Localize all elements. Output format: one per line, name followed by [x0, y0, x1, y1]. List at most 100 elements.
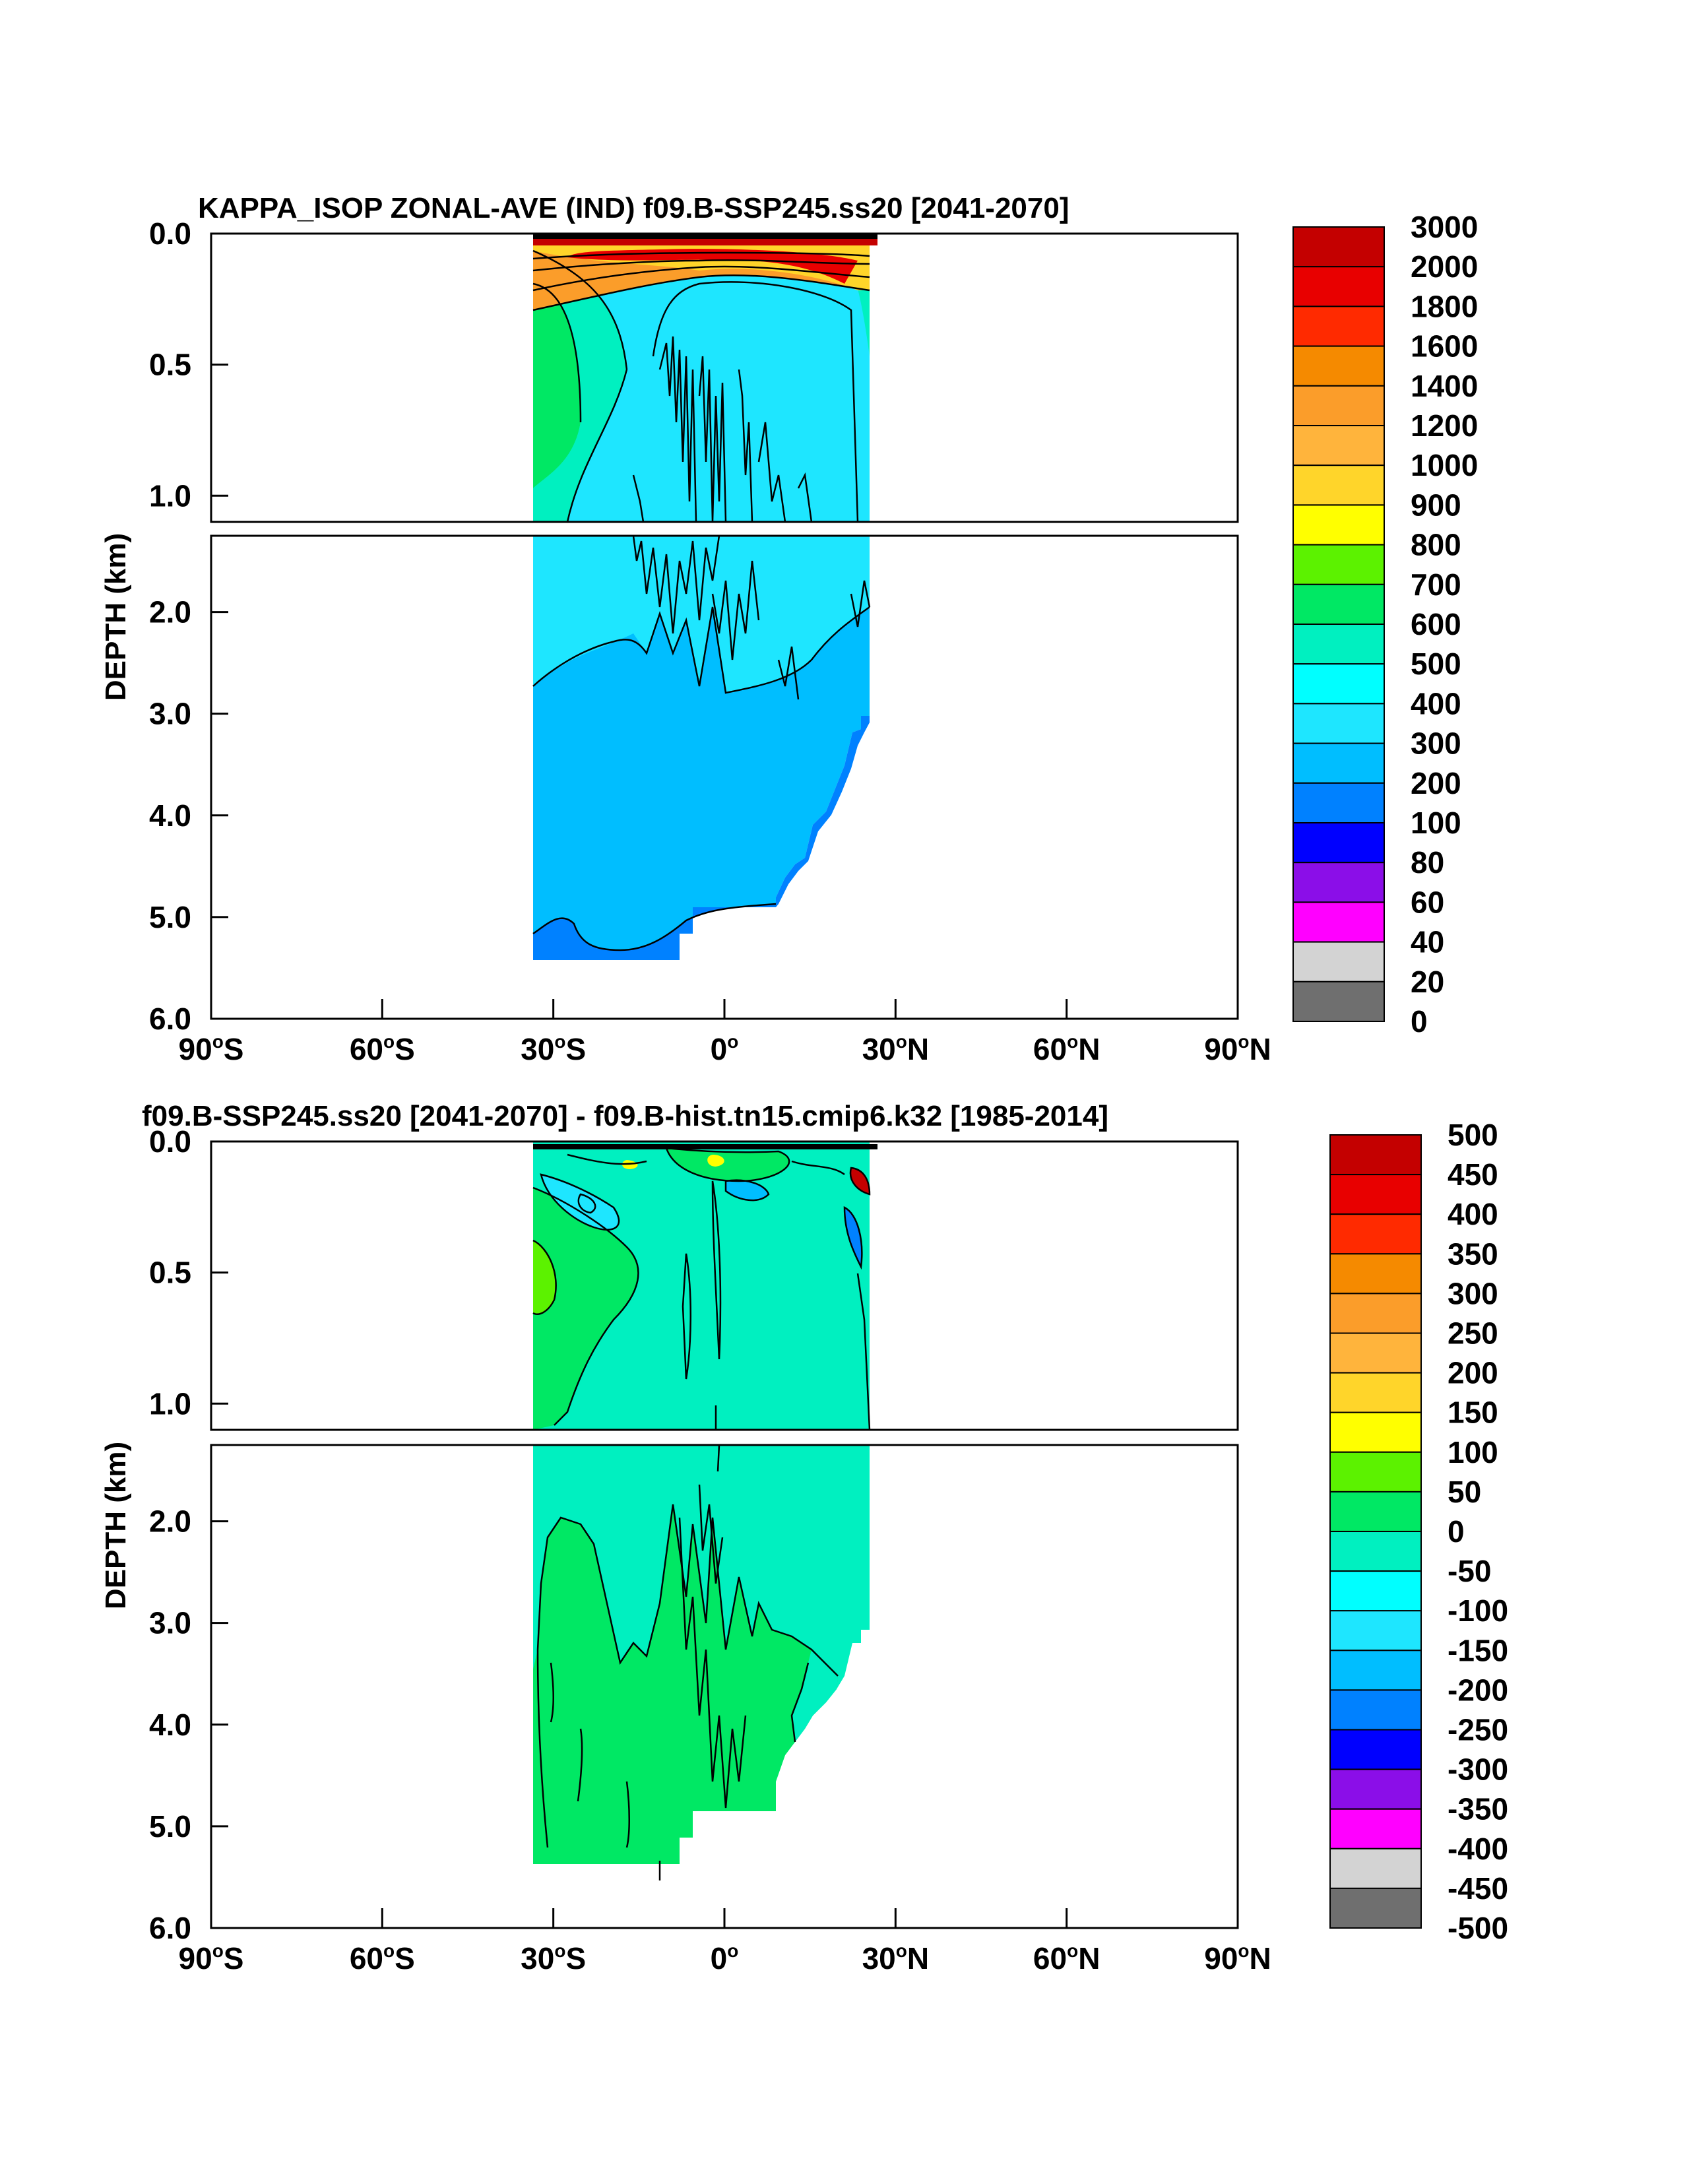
colorbar-a: 3000200018001600140012001000900800700600… [1292, 210, 1478, 1039]
colorbar-box [1329, 1847, 1422, 1889]
x-tick-label: 60oN [1033, 1031, 1100, 1066]
panel-b-title: f09.B-SSP245.ss20 [2041-2070] - f09.B-hi… [142, 1100, 1108, 1132]
panel-b-xticks: 90oS 60oS 30oS 0o 30oN 60oN 90oN [179, 1908, 1271, 1975]
colorbar-box [1292, 305, 1385, 347]
colorbar-label: 0 [1448, 1514, 1465, 1549]
colorbar-label: 1000 [1411, 448, 1478, 482]
colorbar-box [1292, 583, 1385, 625]
panel-b-lower-field [533, 1445, 870, 1880]
colorbar-label: 60 [1411, 885, 1444, 919]
colorbar-label: -400 [1448, 1832, 1508, 1866]
colorbar-box [1292, 980, 1385, 1023]
field-a-upper-yellow [533, 234, 870, 290]
field-b-upper-top-band [533, 1144, 877, 1149]
colorbar-label: 2000 [1411, 249, 1478, 284]
x-tick-label: 60oN [1033, 1941, 1100, 1975]
field-b-upper-east-red [850, 1168, 870, 1194]
x-tick-label: 90oS [179, 1031, 244, 1066]
colorbar-box [1329, 1650, 1422, 1691]
field-b-upper-east-blue [844, 1207, 862, 1267]
colorbar-label: 450 [1448, 1157, 1498, 1192]
panel-b-yticks: 0.0 0.5 1.0 2.0 3.0 4.0 5.0 6.0 [149, 1124, 228, 1945]
contours-b-lower [536, 1445, 839, 1880]
y-tick-label: 1.0 [149, 1386, 191, 1421]
panel-b-ylabel: DEPTH (km) [100, 1442, 132, 1609]
y-tick-label: 2.0 [149, 1504, 191, 1539]
panel-a-upper-field [532, 234, 877, 522]
colorbar-box [1292, 822, 1385, 864]
colorbar-box [1329, 1729, 1422, 1770]
colorbar-label: 100 [1411, 806, 1461, 840]
colorbar-label: 400 [1411, 686, 1461, 721]
contours-a-lower [532, 536, 871, 951]
y-tick-label: 0.5 [149, 348, 191, 382]
panel-a-yticks: 0.0 0.5 1.0 2.0 3.0 4.0 5.0 6.0 [149, 216, 228, 1036]
colorbar-box [1329, 1134, 1422, 1176]
colorbar-label: 400 [1448, 1197, 1498, 1231]
colorbar-box [1292, 742, 1385, 784]
y-tick-label: 6.0 [149, 1002, 191, 1036]
panel-a-lower-field [532, 536, 871, 960]
colorbar-box [1292, 266, 1385, 307]
colorbar-box [1292, 465, 1385, 506]
colorbar-box [1292, 624, 1385, 665]
field-b-upper-mid-green [666, 1148, 790, 1181]
colorbar-box [1329, 1332, 1422, 1374]
colorbar-label: 500 [1448, 1118, 1498, 1152]
colorbar-box [1292, 862, 1385, 903]
colorbar-label: -450 [1448, 1871, 1508, 1906]
colorbar-label: -500 [1448, 1911, 1508, 1945]
y-tick-label: 5.0 [149, 1809, 191, 1844]
colorbar-label: 300 [1411, 726, 1461, 761]
colorbar-box [1292, 425, 1385, 466]
x-tick-label: 30oN [862, 1031, 930, 1066]
panel-a-ylabel: DEPTH (km) [100, 533, 132, 701]
colorbar-label: 700 [1411, 567, 1461, 602]
colorbar-label: 100 [1448, 1435, 1498, 1469]
colorbar-label: -300 [1448, 1752, 1508, 1787]
y-tick-label: 5.0 [149, 900, 191, 934]
colorbar-label: 300 [1448, 1276, 1498, 1310]
y-tick-label: 4.0 [149, 1708, 191, 1742]
panel-difference: f09.B-SSP245.ss20 [2041-2070] - f09.B-hi… [100, 1100, 1271, 1975]
colorbar-label: 1600 [1411, 329, 1478, 364]
colorbar-box [1292, 504, 1385, 546]
colorbar-box [1329, 1411, 1422, 1453]
colorbar-box [1292, 703, 1385, 744]
colorbar-box [1292, 901, 1385, 943]
panel-a-title: KAPPA_ISOP ZONAL-AVE (IND) f09.B-SSP245.… [198, 192, 1069, 224]
colorbar-box [1329, 1689, 1422, 1731]
colorbar-label: 50 [1448, 1475, 1481, 1509]
y-tick-label: 2.0 [149, 595, 191, 629]
x-tick-label: 60oS [350, 1941, 415, 1975]
field-b-upper-yellow [622, 1155, 724, 1169]
y-tick-label: 6.0 [149, 1911, 191, 1945]
colorbar-box [1329, 1531, 1422, 1572]
x-tick-label: 0o [711, 1031, 739, 1066]
panel-b-upper-field [532, 1141, 877, 1430]
colorbar-box [1329, 1610, 1422, 1652]
colorbar-box [1292, 385, 1385, 426]
y-tick-label: 0.0 [149, 1124, 191, 1159]
colorbar-label: 800 [1411, 528, 1461, 562]
colorbar-label: -150 [1448, 1633, 1508, 1667]
y-tick-label: 3.0 [149, 697, 191, 731]
colorbar-label: 1200 [1411, 408, 1478, 443]
field-b-lower-east-teal [792, 1650, 838, 1742]
colorbar-box [1329, 1293, 1422, 1334]
y-tick-label: 1.0 [149, 478, 191, 513]
x-tick-label: 60oS [350, 1031, 415, 1066]
colorbar-box [1292, 941, 1385, 982]
colorbar-box [1329, 1253, 1422, 1295]
panel-a-upper-frame [210, 232, 1239, 523]
colorbar-label: 0 [1411, 1004, 1428, 1039]
field-b-upper-west-cyan [541, 1174, 620, 1230]
y-tick-label: 3.0 [149, 1606, 191, 1640]
field-b-upper-west-lime [533, 1240, 556, 1314]
colorbar-label: 350 [1448, 1237, 1498, 1271]
colorbar-label: 40 [1411, 925, 1444, 959]
colorbar-label: -250 [1448, 1713, 1508, 1747]
field-a-lower-upper [533, 536, 870, 693]
y-tick-label: 0.5 [149, 1256, 191, 1290]
colorbar-label: 900 [1411, 488, 1461, 522]
